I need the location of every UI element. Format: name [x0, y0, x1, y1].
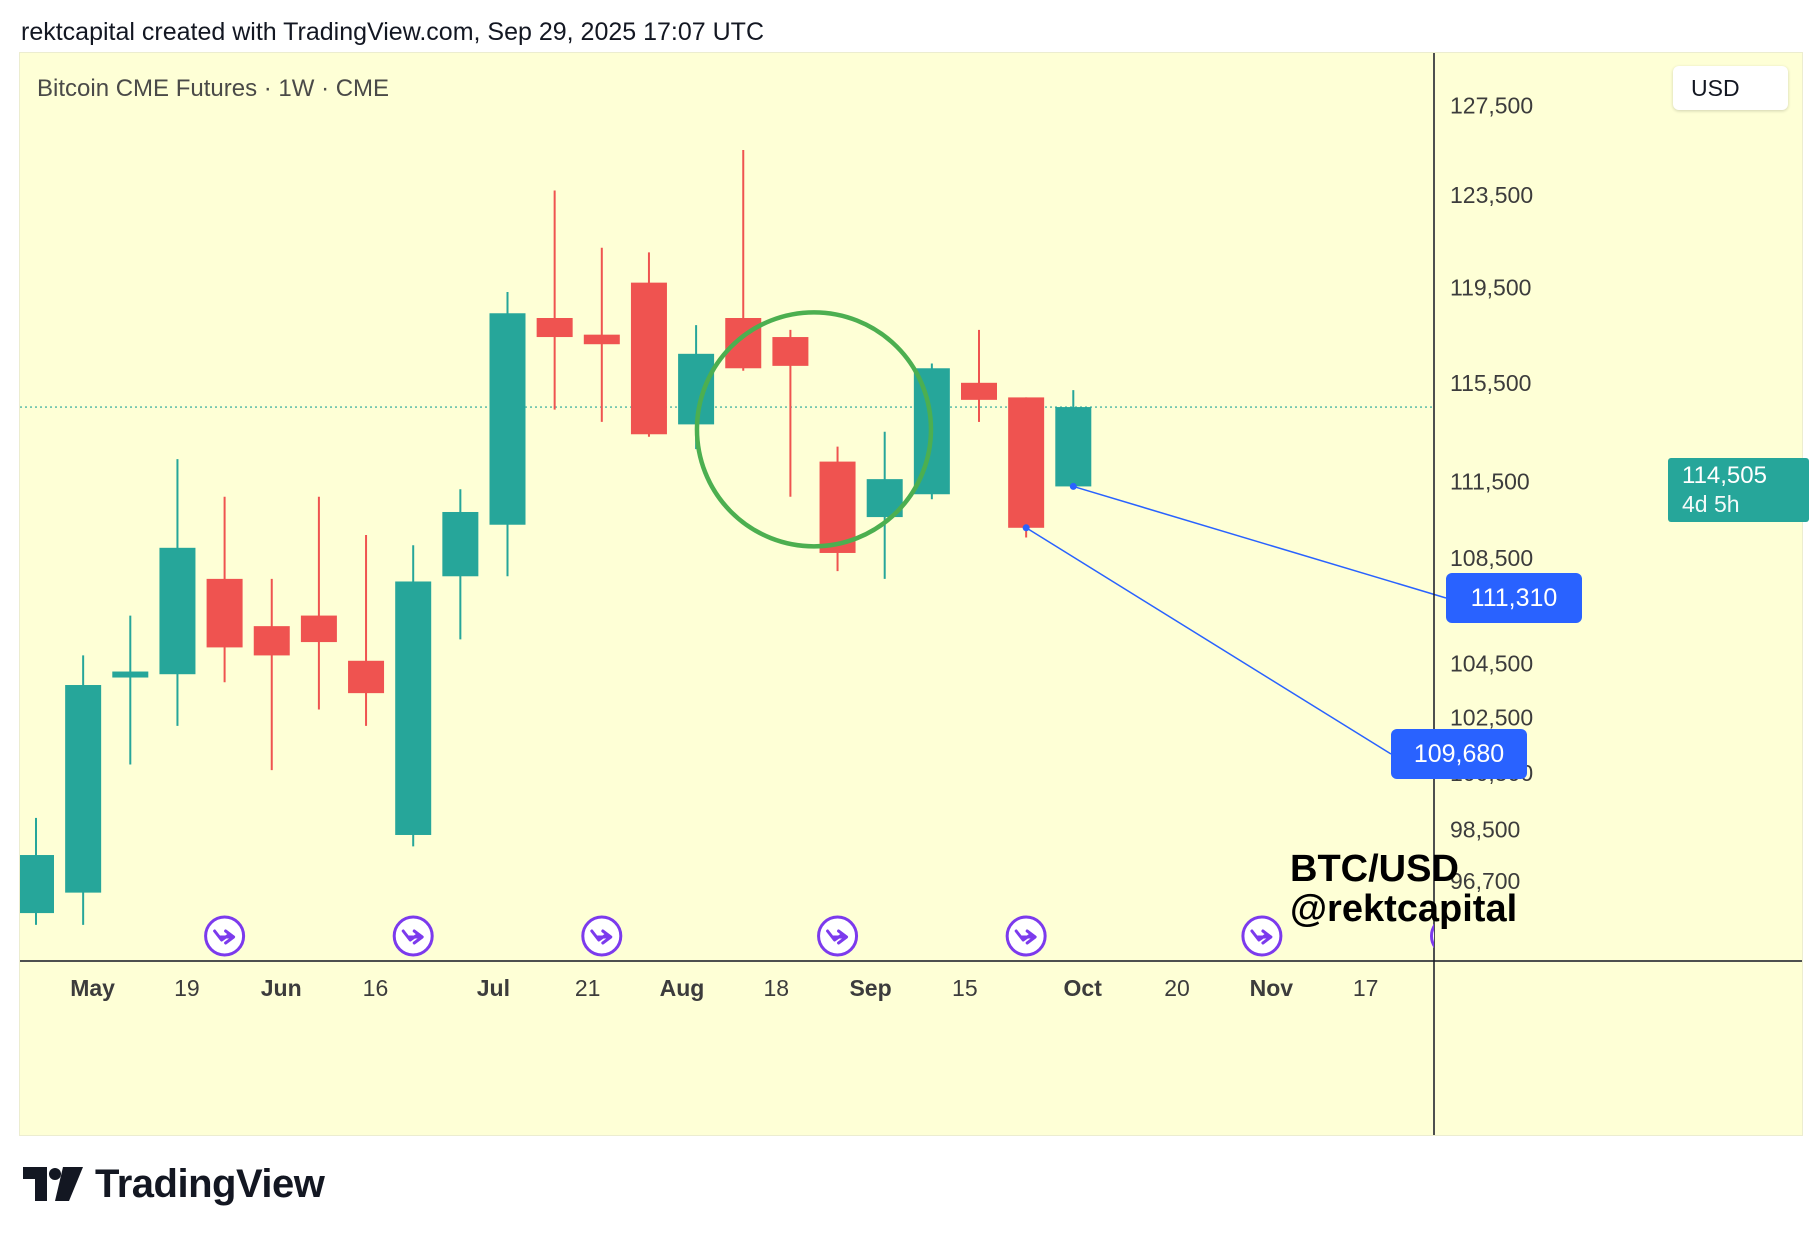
price-callout[interactable]: 111,310	[1446, 573, 1582, 623]
candle-body	[253, 626, 290, 656]
price-tick-label: 104,500	[1450, 650, 1533, 676]
callout-anchor-dot	[1069, 482, 1077, 490]
candle-body	[772, 337, 809, 366]
time-tick-label: Jul	[477, 975, 510, 1001]
author-watermark: BTC/USD @rektcapital	[1290, 849, 1517, 929]
candle-body	[348, 660, 385, 694]
time-tick-label: Sep	[849, 975, 891, 1001]
callout-connector	[1073, 485, 1447, 599]
candle-body	[159, 547, 196, 675]
candle-body	[442, 511, 479, 577]
price-tick-label: 98,500	[1450, 816, 1520, 842]
candle-body	[206, 578, 243, 648]
candle-body	[300, 615, 337, 643]
watermark-line: BTC/USD	[1290, 848, 1459, 890]
time-tick-label: Nov	[1250, 975, 1294, 1001]
price-tick-label: 111,500	[1450, 469, 1530, 495]
time-tick-label: 15	[952, 975, 978, 1001]
candle-body	[20, 855, 54, 914]
symbol-title[interactable]: Bitcoin CME Futures · 1W · CME	[37, 75, 390, 102]
dividend-arrow-icon	[392, 915, 434, 957]
chart-attribution: rektcapital created with TradingView.com…	[21, 18, 765, 46]
time-tick-label: Oct	[1064, 975, 1103, 1001]
price-tick-label: 127,500	[1450, 93, 1533, 119]
dividend-arrow-icon	[204, 915, 246, 957]
candle-body	[630, 282, 667, 435]
price-tick-label: 96,700	[1450, 868, 1520, 894]
chart-area[interactable]: 127,500 123,500 119,500 115,500 111,500 108,5…	[19, 52, 1809, 1136]
candle-body	[65, 685, 102, 893]
time-tick-label: 18	[763, 975, 789, 1001]
price-chart[interactable]: 127,500 123,500 119,500 115,500 111,500 108,5…	[20, 53, 1802, 1135]
price-callout[interactable]: 109,680	[1391, 729, 1527, 779]
candle-body	[112, 671, 149, 678]
tradingview-logo-icon	[23, 1167, 83, 1201]
time-tick-label: 21	[575, 975, 601, 1001]
currency-selector[interactable]: USD	[1673, 66, 1788, 110]
callout-anchor-dot	[1022, 524, 1030, 532]
brand-name: TradingView	[95, 1161, 325, 1206]
time-tick-label: 16	[363, 975, 389, 1001]
dividend-arrow-icon	[1430, 923, 1434, 949]
dividend-arrow-icon	[1241, 915, 1283, 957]
time-tick-label: Jun	[261, 975, 302, 1001]
last-price-label: 114,505 4d 5h	[1668, 458, 1809, 522]
candle-body	[583, 334, 620, 345]
watermark-line: @rektcapital	[1290, 888, 1518, 930]
price-tick-label: 102,500	[1450, 705, 1533, 731]
tradingview-logo[interactable]: TradingView	[23, 1160, 325, 1208]
candle-body	[961, 382, 997, 400]
time-tick-label: 19	[174, 975, 200, 1001]
time-tick-label: 20	[1164, 975, 1190, 1001]
price-tick-label: 115,500	[1450, 370, 1531, 396]
time-tick-label: Aug	[660, 975, 705, 1001]
candle-body	[1055, 407, 1092, 487]
candle-body	[395, 581, 432, 835]
dividend-arrow-icon	[581, 915, 623, 957]
price-tick-label: 119,500	[1450, 274, 1531, 300]
candle-body	[536, 318, 573, 338]
circle-highlight	[694, 310, 934, 549]
price-tick-label: 108,500	[1450, 545, 1533, 571]
dividend-arrow-icon	[1005, 915, 1047, 957]
callout-connector	[1025, 527, 1392, 755]
candle-body	[489, 313, 526, 525]
time-tick-label: May	[70, 975, 115, 1001]
price-tick-label: 123,500	[1450, 182, 1533, 208]
time-tick-label: 17	[1353, 975, 1379, 1001]
candle-body	[1008, 397, 1045, 528]
bar-countdown: 4d 5h	[1682, 491, 1740, 517]
dividend-arrow-icon	[817, 915, 859, 957]
last-price-value: 114,505	[1682, 462, 1767, 489]
candle-body	[819, 461, 856, 553]
